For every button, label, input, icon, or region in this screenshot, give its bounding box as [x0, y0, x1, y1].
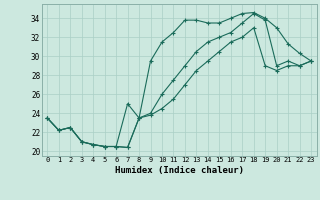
X-axis label: Humidex (Indice chaleur): Humidex (Indice chaleur) — [115, 166, 244, 175]
